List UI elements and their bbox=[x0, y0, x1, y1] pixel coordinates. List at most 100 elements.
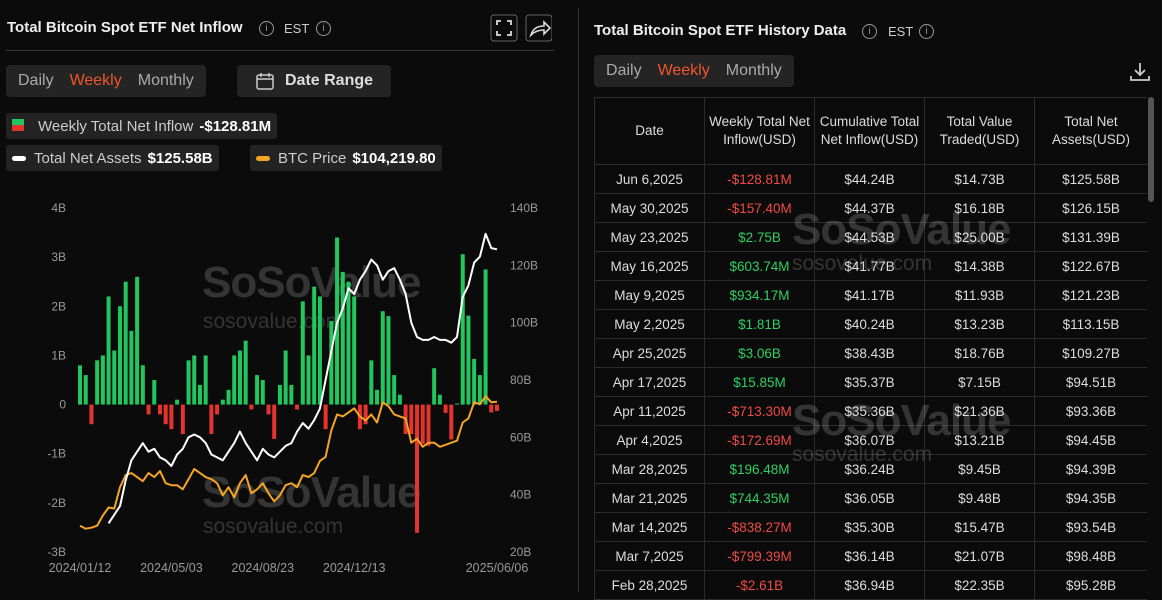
bar bbox=[140, 365, 145, 405]
period-tabs: Daily Weekly Monthly bbox=[594, 55, 794, 87]
legend-item[interactable]: BTC Price $104,219.80 bbox=[250, 145, 442, 171]
bar bbox=[215, 404, 220, 415]
table-cell: $16.18B bbox=[924, 193, 1035, 223]
x-tick-label: 2024/08/23 bbox=[232, 561, 295, 575]
info-icon[interactable]: i bbox=[862, 24, 877, 39]
divider bbox=[5, 50, 555, 51]
legend-swatch bbox=[12, 119, 24, 131]
info-icon[interactable]: i bbox=[919, 24, 934, 39]
table-cell: $13.21B bbox=[924, 425, 1035, 455]
share-button[interactable] bbox=[525, 14, 552, 42]
table-cell: $3.06B bbox=[704, 338, 815, 368]
bar bbox=[255, 375, 260, 405]
tab[interactable]: Monthly bbox=[137, 72, 194, 89]
legend-item[interactable]: Weekly Total Net Inflow -$128.81M bbox=[6, 113, 278, 139]
table-cell: Apr 4,2025 bbox=[594, 425, 705, 455]
bar bbox=[323, 404, 328, 430]
table-cell: $94.51B bbox=[1034, 367, 1147, 397]
table-cell: $21.36B bbox=[924, 396, 1035, 426]
legend-label: BTC Price bbox=[278, 149, 347, 167]
column-header: Weekly Total Net Inflow(USD) bbox=[704, 97, 815, 165]
bar bbox=[209, 404, 214, 435]
table-row[interactable]: Feb 28,2025 -$2.61B $36.94B $22.35B $95.28B bbox=[594, 570, 1147, 600]
table-cell: $93.36B bbox=[1034, 396, 1147, 426]
table-row[interactable]: Apr 11,2025 -$713.30M $35.36B $21.36B $93.36… bbox=[594, 396, 1147, 426]
bar bbox=[237, 350, 242, 405]
fullscreen-button[interactable] bbox=[490, 14, 518, 42]
bar bbox=[146, 404, 151, 415]
bar bbox=[392, 375, 397, 405]
bar bbox=[483, 269, 488, 405]
table-row[interactable]: Apr 4,2025 -$172.69M $36.07B $13.21B $94.45B bbox=[594, 425, 1147, 455]
table-row[interactable]: May 2,2025 $1.81B $40.24B $13.23B $113.15B bbox=[594, 309, 1147, 339]
table-cell: $126.15B bbox=[1034, 193, 1147, 223]
tab[interactable]: Weekly bbox=[69, 72, 122, 89]
chart: 4B 3B 2B 1B 0 -1B -2B -3B 140B 120B 100B 80B 60B 40B 2… bbox=[47, 201, 538, 575]
scrollbar[interactable] bbox=[1148, 97, 1154, 202]
table-row[interactable]: Mar 28,2025 $196.48M $36.24B $9.45B $94.39B bbox=[594, 454, 1147, 484]
table-row[interactable]: Apr 17,2025 $15.85M $35.37B $7.15B $94.51B bbox=[594, 367, 1147, 397]
bar bbox=[272, 404, 277, 439]
table-row[interactable]: Mar 14,2025 -$838.27M $35.30B $15.47B $93.54… bbox=[594, 512, 1147, 542]
bar bbox=[437, 394, 442, 405]
bar bbox=[249, 404, 254, 410]
tab[interactable]: Monthly bbox=[725, 62, 782, 79]
table-cell: $38.43B bbox=[814, 338, 925, 368]
legend-label: Weekly Total Net Inflow bbox=[38, 117, 194, 135]
table-row[interactable]: May 23,2025 $2.75B $44.53B $25.00B $131.39B bbox=[594, 222, 1147, 252]
bar bbox=[106, 296, 111, 405]
table-row[interactable]: Apr 25,2025 $3.06B $38.43B $18.76B $109.27B bbox=[594, 338, 1147, 368]
bar bbox=[112, 350, 117, 405]
bar bbox=[369, 360, 374, 405]
bar bbox=[78, 365, 82, 405]
bar bbox=[260, 380, 265, 405]
column-header: Date bbox=[594, 97, 705, 165]
calendar-icon bbox=[256, 73, 274, 90]
watermark: SoSoValue bbox=[202, 258, 421, 307]
tab[interactable]: Daily bbox=[18, 72, 54, 89]
tab[interactable]: Weekly bbox=[657, 62, 710, 79]
table-row[interactable]: Mar 21,2025 $744.35M $36.05B $9.48B $94.35B bbox=[594, 483, 1147, 513]
table-cell: $95.28B bbox=[1034, 570, 1147, 600]
y-tick-label: 2B bbox=[51, 299, 66, 313]
bar bbox=[443, 404, 448, 413]
line bbox=[107, 232, 498, 524]
bar bbox=[175, 399, 180, 405]
table-row[interactable]: Jun 6,2025 -$128.81M $44.24B $14.73B $125.58… bbox=[594, 164, 1147, 194]
date-range-button[interactable]: Date Range bbox=[237, 65, 392, 97]
table-cell: $44.24B bbox=[814, 164, 925, 194]
bar bbox=[289, 384, 294, 405]
table-cell: $36.14B bbox=[814, 541, 925, 571]
table-row[interactable]: May 9,2025 $934.17M $41.17B $11.93B $121.23B bbox=[594, 280, 1147, 310]
bar bbox=[312, 286, 317, 405]
table-cell: -$2.61B bbox=[704, 570, 815, 600]
info-icon[interactable]: i bbox=[316, 21, 331, 36]
table-cell: $113.15B bbox=[1034, 309, 1147, 339]
tab[interactable]: Daily bbox=[606, 62, 642, 79]
table-row[interactable]: Mar 7,2025 -$799.39M $36.14B $21.07B $98.48B bbox=[594, 541, 1147, 571]
bar bbox=[283, 350, 288, 405]
legend-value: $125.58B bbox=[147, 149, 213, 167]
table-cell: $18.76B bbox=[924, 338, 1035, 368]
table-cell: $94.45B bbox=[1034, 425, 1147, 455]
table-cell: Mar 28,2025 bbox=[594, 454, 705, 484]
period-tabs: Daily Weekly Monthly bbox=[6, 65, 206, 97]
legend-item[interactable]: Total Net Assets $125.58B bbox=[6, 145, 219, 171]
info-icon[interactable]: i bbox=[259, 21, 274, 36]
download-button[interactable] bbox=[1128, 60, 1152, 84]
watermark: SoSoValue bbox=[202, 468, 421, 517]
bar bbox=[163, 404, 168, 425]
table-cell: $94.35B bbox=[1034, 483, 1147, 513]
bar bbox=[346, 281, 351, 405]
share-icon bbox=[529, 20, 552, 38]
bar bbox=[169, 404, 174, 430]
bar bbox=[243, 340, 248, 405]
bar bbox=[203, 355, 208, 405]
bar bbox=[186, 360, 191, 405]
table-row[interactable]: May 16,2025 $603.74M $41.77B $14.38B $122.67… bbox=[594, 251, 1147, 281]
y2-tick-label: 100B bbox=[510, 316, 538, 330]
table-cell: $196.48M bbox=[704, 454, 815, 484]
timezone: EST bbox=[888, 24, 914, 39]
table-cell: Mar 14,2025 bbox=[594, 512, 705, 542]
